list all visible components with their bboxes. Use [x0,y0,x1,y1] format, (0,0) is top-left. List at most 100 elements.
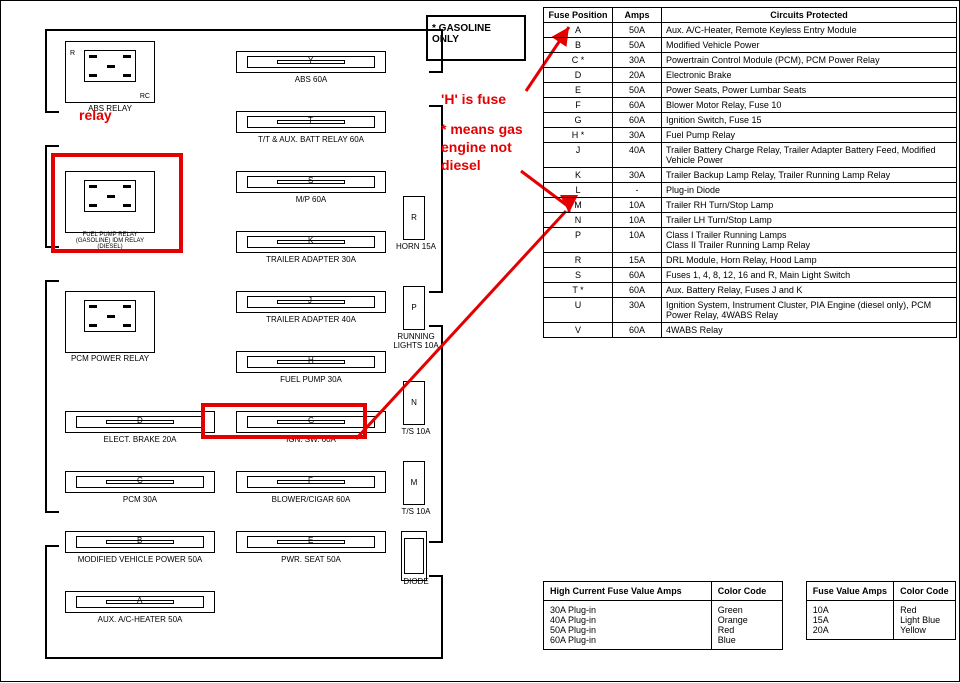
cell-position: S [544,268,613,283]
cell-amps: 60A [613,323,662,338]
fuse-caption: TRAILER ADAPTER 40A [236,315,386,324]
cell-circuits: Modified Vehicle Power [662,38,957,53]
cell-amps: 15A [613,253,662,268]
table-row: C *30APowertrain Control Module (PCM), P… [544,53,957,68]
mini-fuse-caption: RUNNING LIGHTS 10A [386,332,446,350]
table-row: K30ATrailer Backup Lamp Relay, Trailer R… [544,168,957,183]
mini-fuse-n: N [403,381,425,425]
cell-circuits: Blower Motor Relay, Fuse 10 [662,98,957,113]
cell-amps: 50A [613,23,662,38]
table-row: D20AElectronic Brake [544,68,957,83]
mini-fuse-letter: M [404,478,424,487]
cell-circuits: Ignition Switch, Fuse 15 [662,113,957,128]
cell-amps: 10A [613,228,662,253]
cell-circuits: Class I Trailer Running LampsClass II Tr… [662,228,957,253]
cell-amps: 30A [613,128,662,143]
cell-amps: 60A [613,268,662,283]
table-row: G60AIgnition Switch, Fuse 15 [544,113,957,128]
cell-circuits: Fuel Pump Relay [662,128,957,143]
ct1-h2: Color Code [711,582,782,601]
cell-position: E [544,83,613,98]
fuse-caption: M/P 60A [236,195,386,204]
table-row: M10ATrailer RH Turn/Stop Lamp [544,198,957,213]
fuse-letter: E [308,536,313,545]
fuse-caption: PWR. SEAT 50A [236,555,386,564]
cell-circuits: Trailer RH Turn/Stop Lamp [662,198,957,213]
table-row: 10A15A20ARedLight BlueYellow [806,601,955,640]
cell-position: A [544,23,613,38]
table-row: T *60AAux. Battery Relay, Fuses J and K [544,283,957,298]
fuse-row-h: H [236,351,386,373]
cell-amps: 10A [613,213,662,228]
fuse-row-b: B [65,531,215,553]
fuse-letter: F [308,476,313,485]
mini-fuse-caption: DIODE [386,577,446,586]
fuse-letter: D [137,416,143,425]
annotation-gas-3: diesel [441,157,481,173]
table-row: 30A Plug-in40A Plug-in50A Plug-in60A Plu… [544,601,783,650]
fuse-caption: TRAILER ADAPTER 30A [236,255,386,264]
table-row: N10ATrailer LH Turn/Stop Lamp [544,213,957,228]
cell-amps: 20A [613,68,662,83]
table-row: H *30AFuel Pump Relay [544,128,957,143]
fuse-row-a: A [65,591,215,613]
table-row: L-Plug-in Diode [544,183,957,198]
annotation-gas-2: engine not [441,139,512,155]
cell-position: D [544,68,613,83]
mini-fuse-letter: N [404,398,424,407]
fuse-box-diagram: R RC ABS RELAY FUEL PUMP RELAY (GASOLINE… [0,0,960,682]
fuse-caption: ABS 60A [236,75,386,84]
cell-circuits: DRL Module, Horn Relay, Hood Lamp [662,253,957,268]
mini-fuse-caption: T/S 10A [386,427,446,436]
cell-circuits: Ignition System, Instrument Cluster, PIA… [662,298,957,323]
cell-position: V [544,323,613,338]
fuse-letter: Y [308,56,313,65]
ct1-h1: High Current Fuse Value Amps [544,582,712,601]
cell-amps-list: 10A15A20A [806,601,893,640]
cell-circuits: Electronic Brake [662,68,957,83]
th-circuits: Circuits Protected [662,8,957,23]
fuse-letter: A [137,596,142,605]
th-position: Fuse Position [544,8,613,23]
fuse-row-j: J [236,291,386,313]
th-amps: Amps [613,8,662,23]
fuse-row-t: T [236,111,386,133]
cell-amps: 10A [613,198,662,213]
table-row: F60ABlower Motor Relay, Fuse 10 [544,98,957,113]
annotation-h-fuse: 'H' is fuse [441,91,506,107]
mini-fuse-m: M [403,461,425,505]
mini-fuse-letter: R [404,213,424,222]
highlight-relay-box [51,153,183,253]
fuse-letter: H [308,356,314,365]
table-row: J40ATrailer Battery Charge Relay, Traile… [544,143,957,168]
relay-pin-label: R [70,50,75,57]
cell-amps: - [613,183,662,198]
annotation-relay: relay [79,107,112,123]
color-code-tables: High Current Fuse Value Amps Color Code … [543,581,957,650]
mini-fuse-caption: T/S 10A [386,507,446,516]
fuse-caption: MODIFIED VEHICLE POWER 50A [65,555,215,564]
fuse-row-y: Y [236,51,386,73]
ct2-h2: Color Code [894,582,956,601]
cell-color-list: GreenOrangeRedBlue [711,601,782,650]
mini-fuse-caption: HORN 15A [386,242,446,251]
fuse-row-c: C [65,471,215,493]
cell-color-list: RedLight BlueYellow [894,601,956,640]
cell-circuits: 4WABS Relay [662,323,957,338]
table-row: B50AModified Vehicle Power [544,38,957,53]
cell-circuits: Plug-in Diode [662,183,957,198]
table-row: R15ADRL Module, Horn Relay, Hood Lamp [544,253,957,268]
fuse-row-s: S [236,171,386,193]
fuse-row-d: D [65,411,215,433]
fuse-caption: FUEL PUMP 30A [236,375,386,384]
cell-circuits: Power Seats, Power Lumbar Seats [662,83,957,98]
fuse-letter: T [308,116,313,125]
table-row: P10AClass I Trailer Running LampsClass I… [544,228,957,253]
table-row: U30AIgnition System, Instrument Cluster,… [544,298,957,323]
cell-position: N [544,213,613,228]
ct2-h1: Fuse Value Amps [806,582,893,601]
cell-position: G [544,113,613,128]
cell-position: L [544,183,613,198]
cell-circuits: Trailer LH Turn/Stop Lamp [662,213,957,228]
fuse-row-e: E [236,531,386,553]
